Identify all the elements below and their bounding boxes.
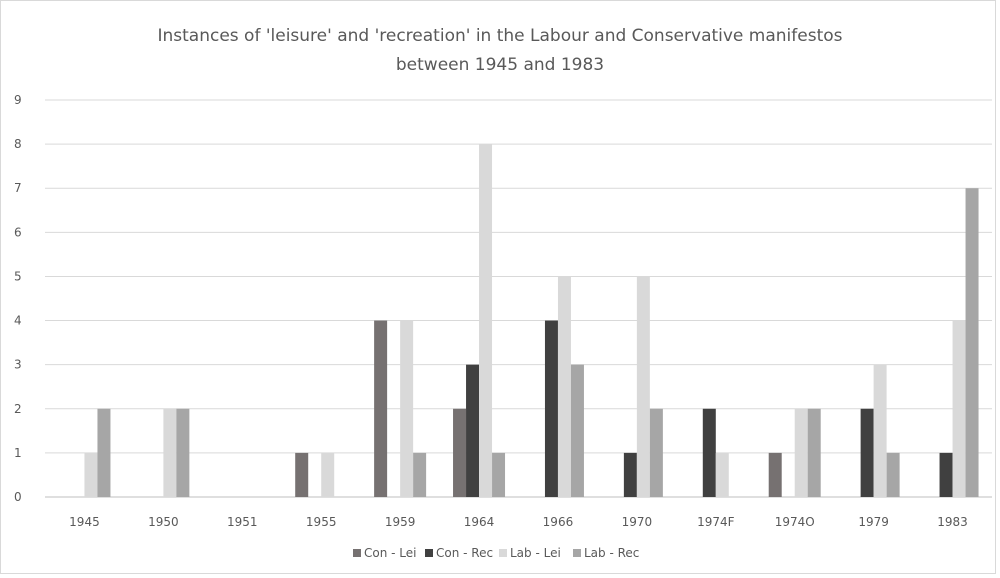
legend-swatch bbox=[499, 549, 507, 557]
y-tick-label: 3 bbox=[14, 358, 22, 372]
x-tick-label: 1966 bbox=[543, 515, 574, 529]
bar-lab-rec bbox=[176, 408, 190, 497]
legend-label: Con - Lei bbox=[364, 546, 416, 560]
bar-con-rec bbox=[466, 364, 480, 497]
bar-con-lei bbox=[453, 408, 467, 497]
bar-lab-lei bbox=[794, 408, 808, 497]
x-tick-label: 1945 bbox=[69, 515, 100, 529]
bar-lab-lei bbox=[636, 276, 650, 497]
x-tick-label: 1974F bbox=[697, 515, 735, 529]
x-tick-label: 1970 bbox=[622, 515, 653, 529]
bar-lab-lei bbox=[84, 452, 98, 497]
bar-con-rec bbox=[939, 452, 953, 497]
bar-lab-rec bbox=[413, 452, 427, 497]
bar-con-rec bbox=[702, 408, 716, 497]
bar-lab-rec bbox=[886, 452, 900, 497]
x-tick-label: 1964 bbox=[464, 515, 495, 529]
bar-con-rec bbox=[623, 452, 637, 497]
bar-lab-lei bbox=[952, 320, 966, 497]
legend-swatch bbox=[425, 549, 433, 557]
y-tick-label: 7 bbox=[14, 181, 22, 195]
bar-lab-rec bbox=[97, 408, 111, 497]
y-tick-label: 1 bbox=[14, 446, 22, 460]
bar-con-rec bbox=[544, 320, 558, 497]
bar-lab-lei bbox=[479, 144, 493, 497]
bar-lab-rec bbox=[965, 188, 979, 497]
bar-lab-rec bbox=[492, 452, 506, 497]
chart-title-line-2: between 1945 and 1983 bbox=[395, 55, 605, 75]
bar-con-rec bbox=[860, 408, 874, 497]
bar-lab-lei bbox=[163, 408, 177, 497]
legend-label: Lab - Lei bbox=[510, 546, 561, 560]
x-tick-label: 1979 bbox=[858, 515, 889, 529]
bar-con-lei bbox=[768, 452, 782, 497]
x-tick-label: 1959 bbox=[385, 515, 416, 529]
bar-lab-lei bbox=[715, 452, 729, 497]
bar-lab-rec bbox=[649, 408, 663, 497]
bar-lab-lei bbox=[557, 276, 571, 497]
chart-title-line-1: Instances of 'leisure' and 'recreation' … bbox=[157, 26, 843, 46]
y-tick-label: 6 bbox=[14, 225, 22, 239]
legend-label: Con - Rec bbox=[436, 546, 493, 560]
x-tick-label: 1951 bbox=[227, 515, 258, 529]
y-tick-label: 4 bbox=[14, 314, 22, 328]
y-tick-label: 8 bbox=[14, 137, 22, 151]
bar-lab-lei bbox=[321, 452, 335, 497]
x-tick-label: 1950 bbox=[148, 515, 179, 529]
bar-lab-rec bbox=[570, 364, 584, 497]
y-tick-label: 9 bbox=[14, 93, 22, 107]
y-tick-label: 5 bbox=[14, 269, 22, 283]
bar-lab-lei bbox=[400, 320, 414, 497]
legend-label: Lab - Rec bbox=[584, 546, 639, 560]
x-tick-label: 1955 bbox=[306, 515, 337, 529]
chart-title: Instances of 'leisure' and 'recreation' … bbox=[0, 22, 1000, 80]
bar-lab-lei bbox=[873, 364, 887, 497]
x-tick-label: 1983 bbox=[937, 515, 968, 529]
legend-swatch bbox=[573, 549, 581, 557]
y-tick-label: 2 bbox=[14, 402, 22, 416]
x-tick-label: 1974O bbox=[775, 515, 815, 529]
bar-con-lei bbox=[374, 320, 388, 497]
legend-swatch bbox=[353, 549, 361, 557]
y-tick-label: 0 bbox=[14, 490, 22, 504]
bar-con-lei bbox=[295, 452, 309, 497]
bar-lab-rec bbox=[807, 408, 821, 497]
